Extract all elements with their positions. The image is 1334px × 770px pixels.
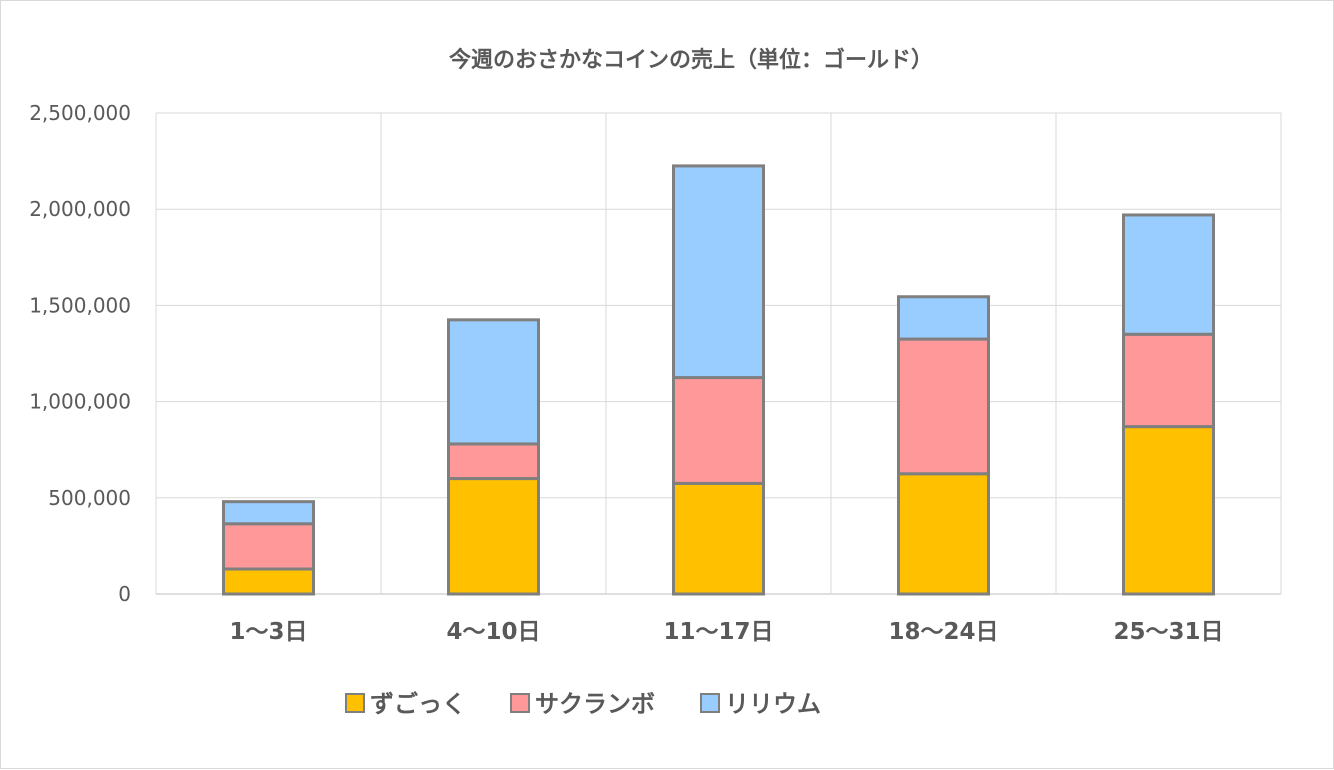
x-tick-label: 1～3日 — [229, 619, 307, 645]
bar-segment — [1122, 425, 1215, 596]
x-tick-label: 11～17日 — [663, 619, 773, 645]
bar-segment — [897, 472, 990, 596]
bar-segment — [672, 376, 765, 485]
bar-segment — [1122, 332, 1215, 429]
legend-swatch — [510, 693, 530, 713]
bar-segment — [447, 477, 540, 596]
legend-label: サクランボ — [535, 690, 655, 718]
bar-segment — [672, 481, 765, 596]
x-tick-label: 4～10日 — [446, 619, 540, 645]
bar-segment — [1122, 213, 1215, 336]
y-tick-label: 2,000,000 — [29, 197, 131, 221]
legend-label: ずごっく — [370, 690, 466, 718]
bar-segment — [447, 442, 540, 481]
y-tick-label: 0 — [118, 582, 131, 606]
legend-swatch — [700, 693, 720, 713]
y-tick-label: 1,500,000 — [29, 293, 131, 317]
x-tick-label: 25～31日 — [1113, 619, 1223, 645]
x-tick-label: 18～24日 — [888, 619, 998, 645]
chart-title: 今週のおさかなコインの売上（単位：ゴールド） — [449, 47, 933, 73]
bar-segment — [222, 567, 315, 596]
y-axis: 0 500,000 1,000,000 1,500,000 2,000,000 2,500… — [29, 101, 131, 606]
bar-segment — [447, 318, 540, 446]
bar-segment — [897, 295, 990, 341]
y-tick-label: 500,000 — [48, 486, 131, 510]
x-axis: 1～3日 4～10日 11～17日 18～24日 25～31日 — [229, 619, 1223, 645]
legend-label: リリウム — [725, 690, 821, 718]
bar-segment — [897, 337, 990, 476]
y-tick-label: 1,000,000 — [29, 390, 131, 414]
bars — [222, 164, 1215, 596]
legend-swatch — [345, 693, 365, 713]
legend: ずごっく サクランボ リリウム — [345, 690, 821, 718]
bar-segment — [222, 522, 315, 571]
y-tick-label: 2,500,000 — [29, 101, 131, 125]
bar-segment — [222, 500, 315, 526]
bar-segment — [672, 164, 765, 380]
